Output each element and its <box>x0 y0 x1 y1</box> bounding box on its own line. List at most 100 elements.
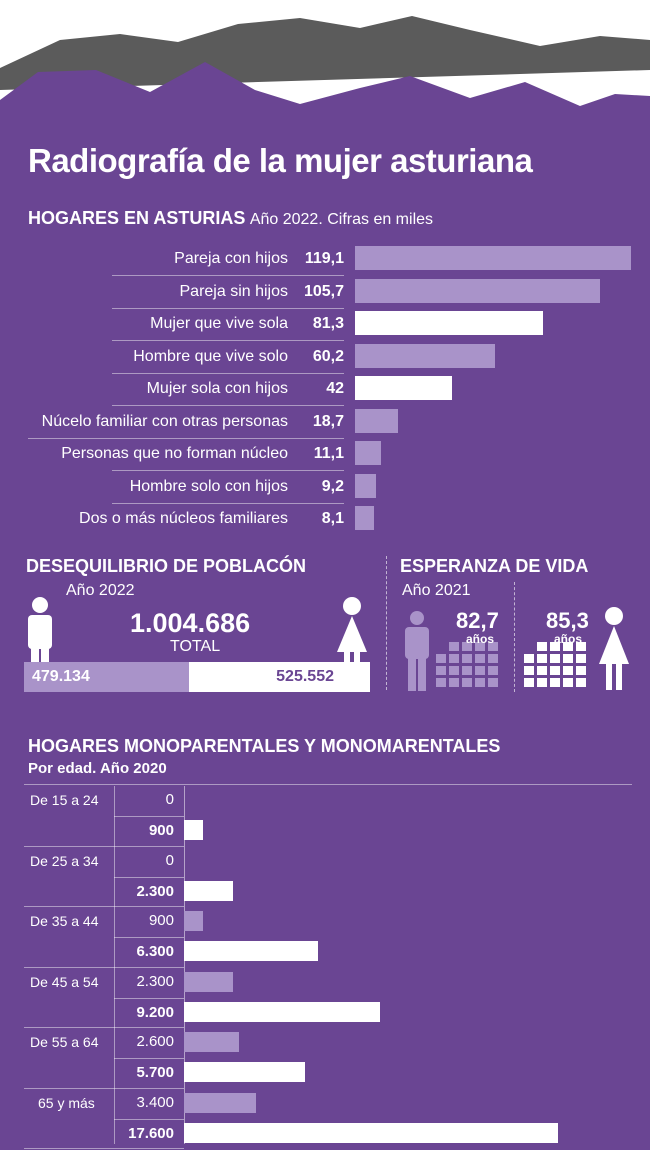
mono-men-bar <box>184 911 204 931</box>
mono-men-bar <box>184 1092 257 1113</box>
hogares-row-label: Mujer sola con hijos <box>146 380 288 397</box>
man-icon <box>405 611 429 691</box>
row-separator <box>112 470 344 471</box>
life-expectancy-cell <box>475 666 485 675</box>
life-expectancy-cell <box>488 678 498 687</box>
life-expectancy-cell <box>537 666 547 675</box>
life-expectancy-cell <box>488 654 498 663</box>
mono-separator <box>114 1058 184 1059</box>
life-expectancy-cell <box>488 642 498 651</box>
row-separator <box>112 405 344 406</box>
life-expectancy-cell <box>550 654 560 663</box>
esperanza-men-value: 82,7 <box>456 608 499 633</box>
woman-icon <box>599 607 629 690</box>
mono-men-value: 900 <box>148 912 174 929</box>
life-expectancy-cell <box>436 678 446 687</box>
life-expectancy-cell <box>488 666 498 675</box>
hogares-heading: HOGARES EN ASTURIAS <box>28 208 246 228</box>
life-expectancy-cell <box>576 666 586 675</box>
hogares-bar <box>355 246 631 270</box>
life-expectancy-cell <box>563 654 573 663</box>
life-expectancy-cell <box>449 666 459 675</box>
poblacion-women-bar <box>189 662 370 692</box>
poblacion-year: Año 2022 <box>66 582 135 599</box>
esperanza-men-unit: años <box>466 632 495 646</box>
mono-women-bar <box>184 1122 558 1143</box>
esperanza-women-unit: años <box>554 632 583 646</box>
mono-column-divider <box>114 786 115 1144</box>
hogares-row-label: Hombre que vive solo <box>133 347 288 365</box>
mono-separator <box>114 816 184 817</box>
hogares-row-label: Pareja con hijos <box>174 250 288 267</box>
life-expectancy-cell <box>436 666 446 675</box>
hogares-row-value: 105,7 <box>303 282 344 300</box>
poblacion-total-value: 1.004.686 <box>130 608 251 638</box>
hogares-row-label: Mujer que vive sola <box>150 315 288 332</box>
row-separator <box>112 340 344 341</box>
mono-age-label: De 15 a 24 <box>30 792 99 808</box>
mono-separator <box>24 845 184 847</box>
esperanza-heading: ESPERANZA DE VIDA <box>400 556 589 576</box>
hogares-bar <box>355 408 399 433</box>
hogares-row-label: Hombre solo con hijos <box>129 477 288 495</box>
mono-separator <box>114 997 184 999</box>
row-separator <box>28 437 344 439</box>
mono-top-rule <box>24 784 632 785</box>
poblacion-men-bar <box>24 662 189 692</box>
life-expectancy-cell <box>524 666 534 675</box>
poblacion-men-value: 479.134 <box>32 668 90 685</box>
mono-separator <box>24 1087 184 1089</box>
life-expectancy-cell <box>563 666 573 675</box>
row-separator <box>112 307 344 309</box>
life-expectancy-cell <box>524 654 534 663</box>
mono-women-value: 2.300 <box>136 882 174 900</box>
life-expectancy-cell <box>475 678 485 687</box>
hogares-bar <box>355 376 453 400</box>
life-expectancy-cell <box>563 642 573 651</box>
poblacion-heading: DESEQUILIBRIO DE POBLACÓN <box>26 556 307 576</box>
mono-separator <box>24 906 184 907</box>
mono-women-bar <box>184 1001 380 1022</box>
poblacion-total-label: TOTAL <box>170 638 221 655</box>
mono-women-bar <box>184 820 204 840</box>
life-expectancy-cell <box>449 678 459 687</box>
mono-separator <box>24 1027 184 1028</box>
esperanza-women-value: 85,3 <box>546 608 589 633</box>
hogares-row-value: 11,1 <box>313 445 344 462</box>
mono-age-label: 65 y más <box>38 1094 95 1111</box>
hogares-row-value: 8,1 <box>321 510 344 527</box>
hogares-row-label: Pareja sin hijos <box>179 282 289 300</box>
mono-separator <box>114 1118 184 1120</box>
hogares-row-label: Dos o más núcleos familiares <box>79 510 288 527</box>
mono-age-label: De 45 a 54 <box>30 973 99 990</box>
life-expectancy-cell <box>436 654 446 663</box>
life-expectancy-cell <box>550 642 560 651</box>
mono-women-value: 9.200 <box>136 1003 174 1021</box>
section-divider <box>386 556 387 690</box>
esperanza-divider <box>514 582 515 692</box>
life-expectancy-cell <box>537 654 547 663</box>
esperanza-men-grid <box>436 642 498 687</box>
mono-women-value: 6.300 <box>136 943 174 960</box>
life-expectancy-cell <box>576 642 586 651</box>
mono-men-value: 2.600 <box>136 1033 174 1050</box>
esperanza-women-grid <box>524 642 586 687</box>
mono-men-bar <box>184 1032 240 1052</box>
life-expectancy-cell <box>449 642 459 651</box>
hogares-row-label: Personas que no forman núcleo <box>61 445 288 462</box>
mountain-far <box>0 16 650 90</box>
hogares-subheading: Año 2022. Cifras en miles <box>249 211 434 228</box>
mono-heading: HOGARES MONOPARENTALES Y MONOMARENTALES <box>28 736 501 756</box>
hogares-bar <box>355 506 374 530</box>
hogares-heading-wrap: HOGARES EN ASTURIAS Año 2022. Cifras en … <box>28 208 433 229</box>
mono-subheading: Por edad. Año 2020 <box>28 760 167 777</box>
hogares-bar <box>355 311 544 335</box>
life-expectancy-cell <box>462 678 472 687</box>
row-separator <box>112 502 344 504</box>
life-expectancy-cell <box>449 654 459 663</box>
life-expectancy-cell <box>550 678 560 687</box>
mono-age-label: De 35 a 44 <box>30 913 99 929</box>
life-expectancy-cell <box>576 678 586 687</box>
mono-women-bar <box>184 880 233 901</box>
